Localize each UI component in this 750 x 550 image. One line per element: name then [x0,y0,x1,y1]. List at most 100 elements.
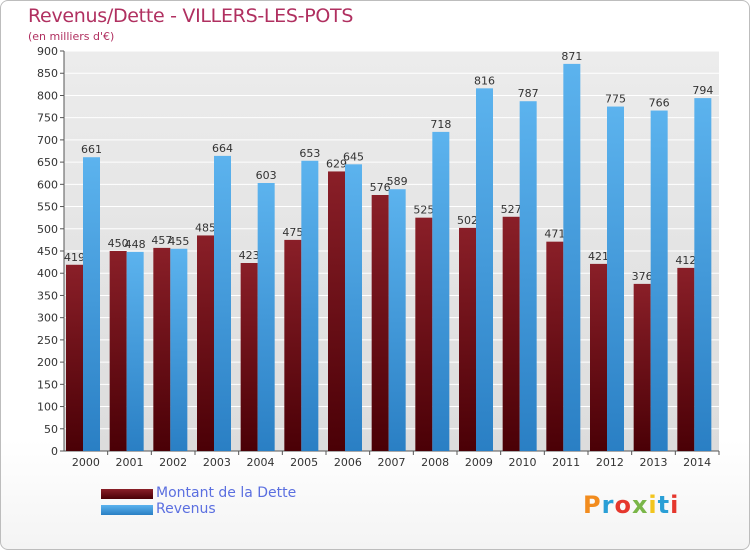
y-tick-label: 300 [37,312,58,325]
data-label-revenus: 589 [387,175,408,188]
bar-dette [328,171,345,451]
y-tick-label: 900 [37,45,58,58]
x-tick-label: 2002 [159,456,187,469]
y-tick-label: 0 [51,445,58,458]
bar-dette [240,263,258,451]
data-label-revenus: 766 [649,97,670,110]
logo-letter: P [583,491,602,519]
logo-letter: i [670,491,680,519]
data-label-dette: 485 [195,221,216,234]
data-label-dette: 527 [501,203,522,216]
bar-dette [546,241,564,451]
data-label-dette: 376 [632,270,653,283]
bar-revenus [301,160,319,451]
x-tick-label: 2001 [116,456,144,469]
y-tick-label: 650 [37,156,58,169]
data-label-dette: 629 [326,157,347,170]
x-tick-label: 2010 [509,456,537,469]
y-tick-label: 400 [37,267,58,280]
data-label-revenus: 603 [256,169,277,182]
y-tick-label: 700 [37,134,58,147]
data-label-revenus: 448 [125,238,146,251]
bar-revenus [694,98,712,451]
bar-dette [371,195,389,451]
data-label-dette: 525 [413,204,434,217]
legend-label-dette: Montant de la Dette [156,485,297,501]
x-tick-label: 2008 [421,456,449,469]
bar-revenus [257,183,275,451]
x-tick-label: 2013 [640,456,668,469]
logo-letter: x [631,491,649,519]
y-tick-label: 50 [44,423,58,436]
data-label-revenus: 645 [343,150,364,163]
data-label-dette: 502 [457,214,478,227]
x-tick-label: 2000 [72,456,100,469]
data-label-dette: 421 [588,250,609,263]
data-label-revenus: 787 [518,87,539,100]
data-label-revenus: 816 [474,74,495,87]
data-label-revenus: 718 [430,118,451,131]
bar-revenus [126,251,144,451]
x-tick-label: 2012 [596,456,624,469]
y-tick-label: 450 [37,245,58,258]
y-tick-label: 100 [37,401,58,414]
bar-dette [284,239,302,451]
bar-revenus [83,157,100,451]
y-tick-label: 500 [37,223,58,236]
legend-label-revenus: Revenus [156,501,216,517]
bar-dette [677,267,695,451]
x-tick-label: 2011 [552,456,580,469]
logo-letter: t [657,491,671,519]
chart-title: Revenus/Dette - VILLERS-LES-POTS [28,5,354,27]
y-tick-label: 800 [37,89,58,102]
data-label-dette: 419 [64,251,85,264]
data-label-revenus: 661 [81,143,102,156]
bar-revenus [388,189,406,451]
x-tick-label: 2005 [290,456,318,469]
data-label-dette: 457 [151,234,172,247]
logo-letter: o [614,491,632,519]
data-label-dette: 450 [108,237,129,250]
x-tick-label: 2009 [465,456,493,469]
bar-revenus [170,248,188,451]
bar-dette [633,283,651,451]
y-tick-label: 600 [37,178,58,191]
bar-revenus [519,101,537,451]
y-tick-label: 550 [37,201,58,214]
bar-dette [197,235,214,451]
data-label-dette: 412 [675,254,696,267]
data-label-revenus: 455 [168,235,189,248]
y-tick-label: 750 [37,112,58,125]
data-label-dette: 471 [544,228,565,241]
data-label-revenus: 794 [692,84,713,97]
bar-revenus [476,88,493,451]
bar-revenus [607,106,624,452]
logo-letter: r [601,491,615,519]
bar-dette [459,227,476,451]
bar-revenus [650,110,668,452]
x-tick-label: 2003 [203,456,231,469]
proxiti-logo: Proxiti [583,491,679,519]
bar-dette [590,263,607,451]
bar-dette [153,247,171,451]
data-label-dette: 475 [282,226,303,239]
data-label-revenus: 871 [561,50,582,63]
data-label-revenus: 653 [299,147,320,160]
bar-revenus [563,63,581,452]
legend-swatch-dette [101,489,153,499]
y-tick-label: 200 [37,356,58,369]
bar-dette [66,264,83,451]
data-label-dette: 576 [370,181,391,194]
x-tick-label: 2006 [334,456,362,469]
y-tick-label: 850 [37,67,58,80]
y-tick-label: 350 [37,289,58,302]
bar-dette [109,251,127,451]
x-tick-label: 2014 [683,456,711,469]
bar-dette [415,217,433,451]
data-label-dette: 423 [239,249,260,262]
data-label-revenus: 775 [605,93,626,106]
bar-revenus [345,164,362,452]
bar-revenus [214,155,231,451]
